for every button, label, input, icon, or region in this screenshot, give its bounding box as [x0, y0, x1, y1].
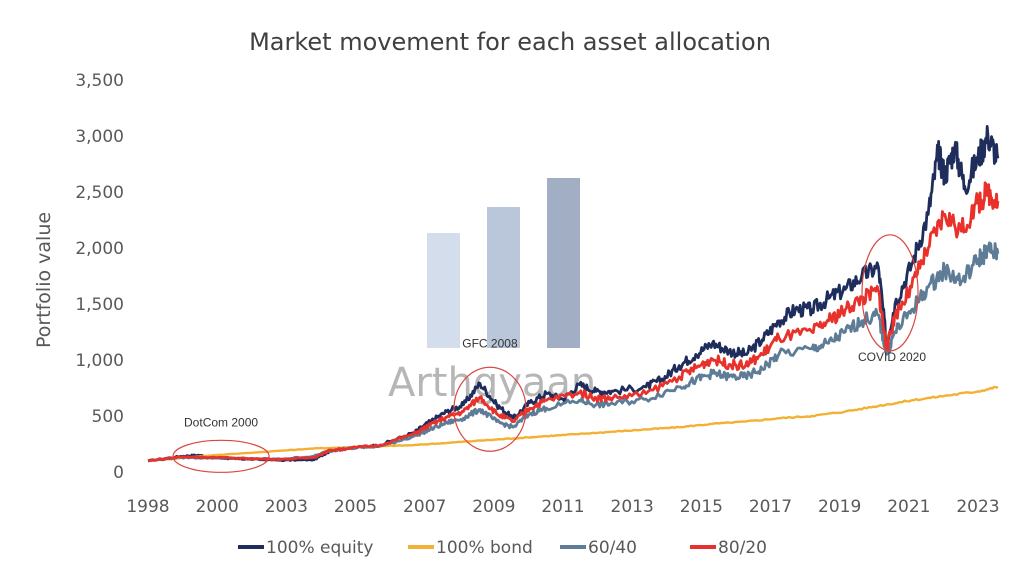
watermark-bar-1 — [427, 233, 460, 348]
annotation-ellipse — [453, 366, 527, 452]
y-tick-label: 3,500 — [75, 71, 124, 91]
annotation-label: DotCom 2000 — [184, 415, 258, 429]
y-tick-label: 0 — [113, 463, 124, 483]
x-tick-label: 2000 — [196, 497, 239, 517]
y-tick-label: 1,000 — [75, 351, 124, 371]
watermark-bar-2 — [487, 207, 520, 348]
y-tick-label: 3,000 — [75, 127, 124, 147]
x-tick-label: 2011 — [541, 497, 584, 517]
annotation-label: GFC 2008 — [462, 336, 518, 350]
y-axis-label: Portfolio value — [33, 212, 55, 348]
y-tick-label: 500 — [92, 407, 124, 427]
x-axis-ticks: 1998 2000 2003 2005 2007 2009 2011 2013 2015 2017… — [126, 497, 999, 517]
annotation-ellipse — [861, 234, 919, 352]
x-tick-label: 1998 — [126, 497, 169, 517]
watermark-logo: Arthgyaan — [388, 178, 596, 406]
y-axis-ticks: 0 500 1,000 1,500 2,000 2,500 3,000 3,500 — [75, 71, 124, 483]
y-tick-label: 2,000 — [75, 239, 124, 259]
chart-title: Market movement for each asset allocatio… — [249, 28, 771, 56]
series-lines — [147, 125, 1000, 463]
legend: 100% equity 100% bond 60/40 80/20 — [238, 538, 767, 558]
annotation-ellipse — [172, 439, 270, 473]
x-tick-label: 2007 — [403, 497, 446, 517]
annotation-label: COVID 2020 — [858, 350, 926, 364]
series-line-3 — [147, 181, 1000, 463]
annotations: DotCom 2000 GFC 2008 COVID 2020 — [172, 234, 926, 473]
x-tick-label: 2017 — [749, 497, 792, 517]
watermark-bar-3 — [547, 178, 580, 348]
x-tick-label: 2021 — [887, 497, 930, 517]
legend-label: 80/20 — [718, 538, 767, 558]
x-tick-label: 2009 — [472, 497, 515, 517]
legend-label: 100% equity — [266, 538, 373, 558]
legend-label: 60/40 — [588, 538, 637, 558]
legend-label: 100% bond — [436, 538, 533, 558]
x-tick-label: 2005 — [334, 497, 377, 517]
y-tick-label: 2,500 — [75, 183, 124, 203]
x-tick-label: 2013 — [611, 497, 654, 517]
x-tick-label: 2015 — [680, 497, 723, 517]
x-tick-label: 2023 — [956, 497, 999, 517]
y-tick-label: 1,500 — [75, 295, 124, 315]
x-tick-label: 2003 — [265, 497, 308, 517]
x-tick-label: 2019 — [818, 497, 861, 517]
